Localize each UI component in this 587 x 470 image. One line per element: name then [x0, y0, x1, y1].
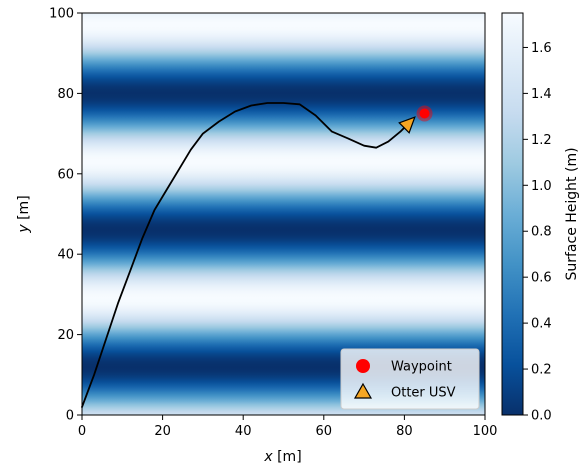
- colorbar-tick-label: 1.4: [531, 87, 552, 102]
- legend-label: Otter USV: [391, 386, 456, 401]
- trajectory-layer: [81, 102, 410, 408]
- x-tick-label: 80: [396, 424, 413, 439]
- y-axis-ticks: 0 20 40 60 80 100: [49, 7, 82, 424]
- colorbar-tick-label: 1.2: [531, 133, 552, 148]
- y-tick-label: 80: [57, 87, 74, 102]
- y-tick-label: 40: [57, 248, 74, 263]
- legend-vessel-marker: [353, 382, 373, 399]
- y-tick-label: 60: [57, 167, 74, 182]
- colorbar-tick-label: 0.2: [531, 363, 552, 378]
- surface-heatmap: [82, 13, 485, 415]
- legend: Waypoint Otter USV: [340, 348, 480, 410]
- x-axis-label: x [m]: [263, 449, 301, 465]
- x-tick-label: 100: [473, 424, 498, 439]
- legend-box: [340, 348, 480, 410]
- x-tick-label: 60: [316, 424, 333, 439]
- y-tick-label: 20: [57, 328, 74, 343]
- vessel-marker: [398, 116, 416, 134]
- plot-frame: [81, 12, 486, 416]
- marker-layer: [398, 105, 433, 134]
- legend-label: Waypoint: [391, 360, 452, 375]
- colorbar-tick-label: 1.0: [531, 179, 552, 194]
- colorbar-tick-label: 1.6: [531, 41, 552, 56]
- colorbar-ticks: 0.0 0.2 0.4 0.6 0.8 1.0 1.2 1.4 1.6: [523, 41, 552, 424]
- x-tick-label: 20: [154, 424, 171, 439]
- colorbar-tick-label: 0.0: [531, 409, 552, 424]
- legend-waypoint-marker: [356, 359, 370, 373]
- x-tick-label: 40: [235, 424, 252, 439]
- colorbar-tick-label: 0.8: [531, 225, 552, 240]
- trajectory-line-0: [81, 102, 410, 408]
- colorbar-tick-label: 0.6: [531, 271, 552, 286]
- x-tick-label: 0: [78, 424, 86, 439]
- y-axis-label: y [m]: [16, 195, 32, 233]
- colorbar-tick-label: 0.4: [531, 317, 552, 332]
- x-axis-ticks: 0 20 40 60 80 100: [78, 415, 498, 439]
- y-tick-label: 0: [66, 409, 74, 424]
- y-tick-label: 100: [49, 7, 74, 22]
- colorbar-label: Surface Height (m): [564, 147, 580, 280]
- colorbar: [501, 12, 524, 416]
- waypoint-marker: [419, 108, 430, 119]
